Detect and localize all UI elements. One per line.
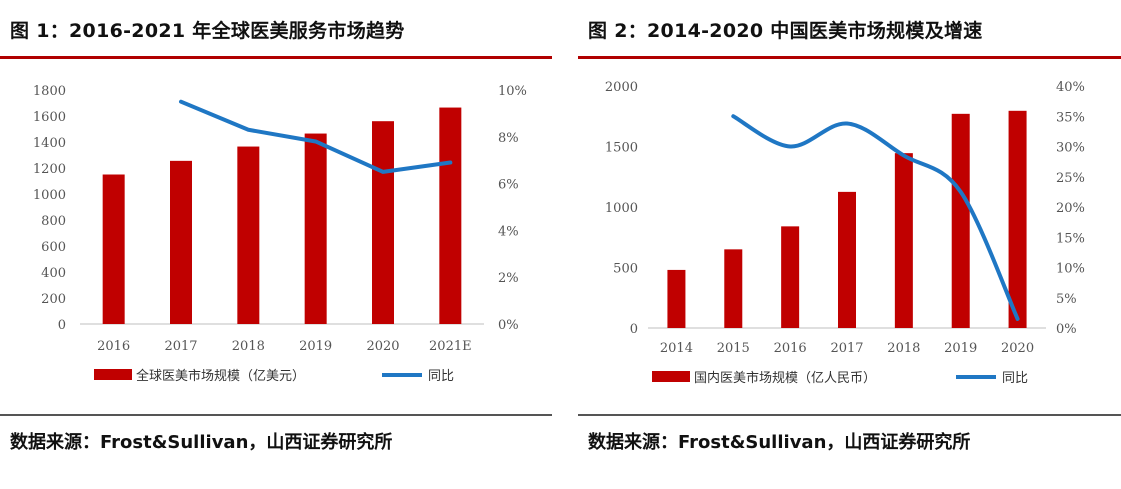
- x-tick-label: 2014: [660, 341, 693, 356]
- figure-title: 图 1：2016-2021 年全球医美服务市场趋势: [10, 20, 405, 42]
- y-right-tick-label: 5%: [1056, 292, 1077, 307]
- y-left-tick-label: 1500: [605, 141, 638, 156]
- y-left-tick-label: 500: [613, 262, 638, 277]
- x-tick-label: 2015: [717, 341, 750, 356]
- y-left-tick-label: 400: [41, 266, 66, 281]
- chart-panel-china: 图 2：2014-2020 中国医美市场规模及增速 0 500 1000 1500 20…: [578, 0, 1121, 489]
- x-tick-label: 2018: [232, 339, 265, 354]
- y-left-tick-label: 1800: [33, 84, 66, 99]
- x-tick-label: 2017: [830, 341, 863, 356]
- source-note: 数据来源：Frost&Sullivan，山西证券研究所: [588, 432, 971, 453]
- y-right-tick-label: 0%: [498, 318, 519, 333]
- bar: [781, 226, 800, 328]
- title-divider: [0, 56, 552, 59]
- legend-swatch-bar: [94, 369, 132, 380]
- y-left-tick-label: 200: [41, 292, 66, 307]
- x-tick-label: 2018: [887, 341, 920, 356]
- y-right-tick-label: 2%: [498, 271, 519, 286]
- y-right-tick-label: 25%: [1056, 171, 1085, 186]
- bar: [894, 153, 913, 328]
- bar: [304, 133, 327, 324]
- figure-title: 图 2：2014-2020 中国医美市场规模及增速: [588, 20, 983, 42]
- x-tick-label: 2020: [366, 339, 399, 354]
- y-right-tick-label: 30%: [1056, 141, 1085, 156]
- chart-panel-global: 图 1：2016-2021 年全球医美服务市场趋势 0 200 400 600 800 1…: [0, 0, 552, 489]
- y-right-tick-label: 15%: [1056, 231, 1085, 246]
- y-left-tick-label: 1000: [33, 188, 66, 203]
- bar: [237, 146, 260, 324]
- x-tick-label: 2021E: [429, 339, 472, 354]
- bar: [667, 269, 686, 328]
- y-right-tick-label: 20%: [1056, 201, 1085, 216]
- y-left-tick-label: 1000: [605, 201, 638, 216]
- bar: [951, 113, 970, 328]
- title-divider: [578, 56, 1121, 59]
- x-tick-label: 2016: [774, 341, 807, 356]
- source-note: 数据来源：Frost&Sullivan，山西证券研究所: [10, 432, 393, 453]
- line-series-yoy: [731, 114, 1020, 321]
- legend-label-bar: 全球医美市场规模（亿美元）: [136, 368, 305, 384]
- y-left-tick-label: 0: [58, 318, 66, 333]
- chart-global-medical-aesthetics: 0 200 400 600 800 1000 1200 1400 1600 1800 0% 2% 4% 6…: [33, 84, 527, 384]
- source-divider: [578, 414, 1121, 416]
- y-left-tick-label: 0: [630, 322, 638, 337]
- y-right-tick-label: 10%: [498, 84, 527, 99]
- x-tick-label: 2016: [97, 339, 130, 354]
- y-left-tick-label: 1200: [33, 162, 66, 177]
- y-right-tick-label: 35%: [1056, 110, 1085, 125]
- legend-label-line: 同比: [428, 369, 454, 384]
- source-divider: [0, 414, 552, 416]
- y-right-tick-label: 0%: [1056, 322, 1077, 337]
- bar: [838, 191, 856, 328]
- y-right-tick-label: 10%: [1056, 262, 1085, 277]
- bar: [724, 249, 743, 328]
- bar: [1008, 110, 1027, 329]
- legend-swatch-bar: [652, 371, 690, 382]
- x-tick-label: 2017: [164, 339, 197, 354]
- y-left-tick-label: 800: [41, 214, 66, 229]
- chart-china-medical-aesthetics: 0 500 1000 1500 2000 0% 5% 10% 15% 20% 25% 30% 35% 40…: [605, 80, 1085, 386]
- y-left-tick-label: 1600: [33, 110, 66, 125]
- y-left-tick-label: 1400: [33, 136, 66, 151]
- y-right-tick-label: 6%: [498, 178, 519, 193]
- y-right-tick-label: 40%: [1056, 80, 1085, 95]
- bar: [372, 121, 394, 324]
- x-tick-label: 2019: [299, 339, 332, 354]
- y-left-tick-label: 600: [41, 240, 66, 255]
- legend-label-line: 同比: [1002, 371, 1028, 386]
- bar: [170, 160, 192, 324]
- x-tick-label: 2020: [1001, 341, 1034, 356]
- y-right-tick-label: 8%: [498, 131, 519, 146]
- legend-label-bar: 国内医美市场规模（亿人民币）: [694, 370, 876, 386]
- bar: [102, 174, 125, 324]
- y-left-tick-label: 2000: [605, 80, 638, 95]
- bar: [439, 107, 462, 324]
- y-right-tick-label: 4%: [498, 224, 519, 239]
- x-tick-label: 2019: [944, 341, 977, 356]
